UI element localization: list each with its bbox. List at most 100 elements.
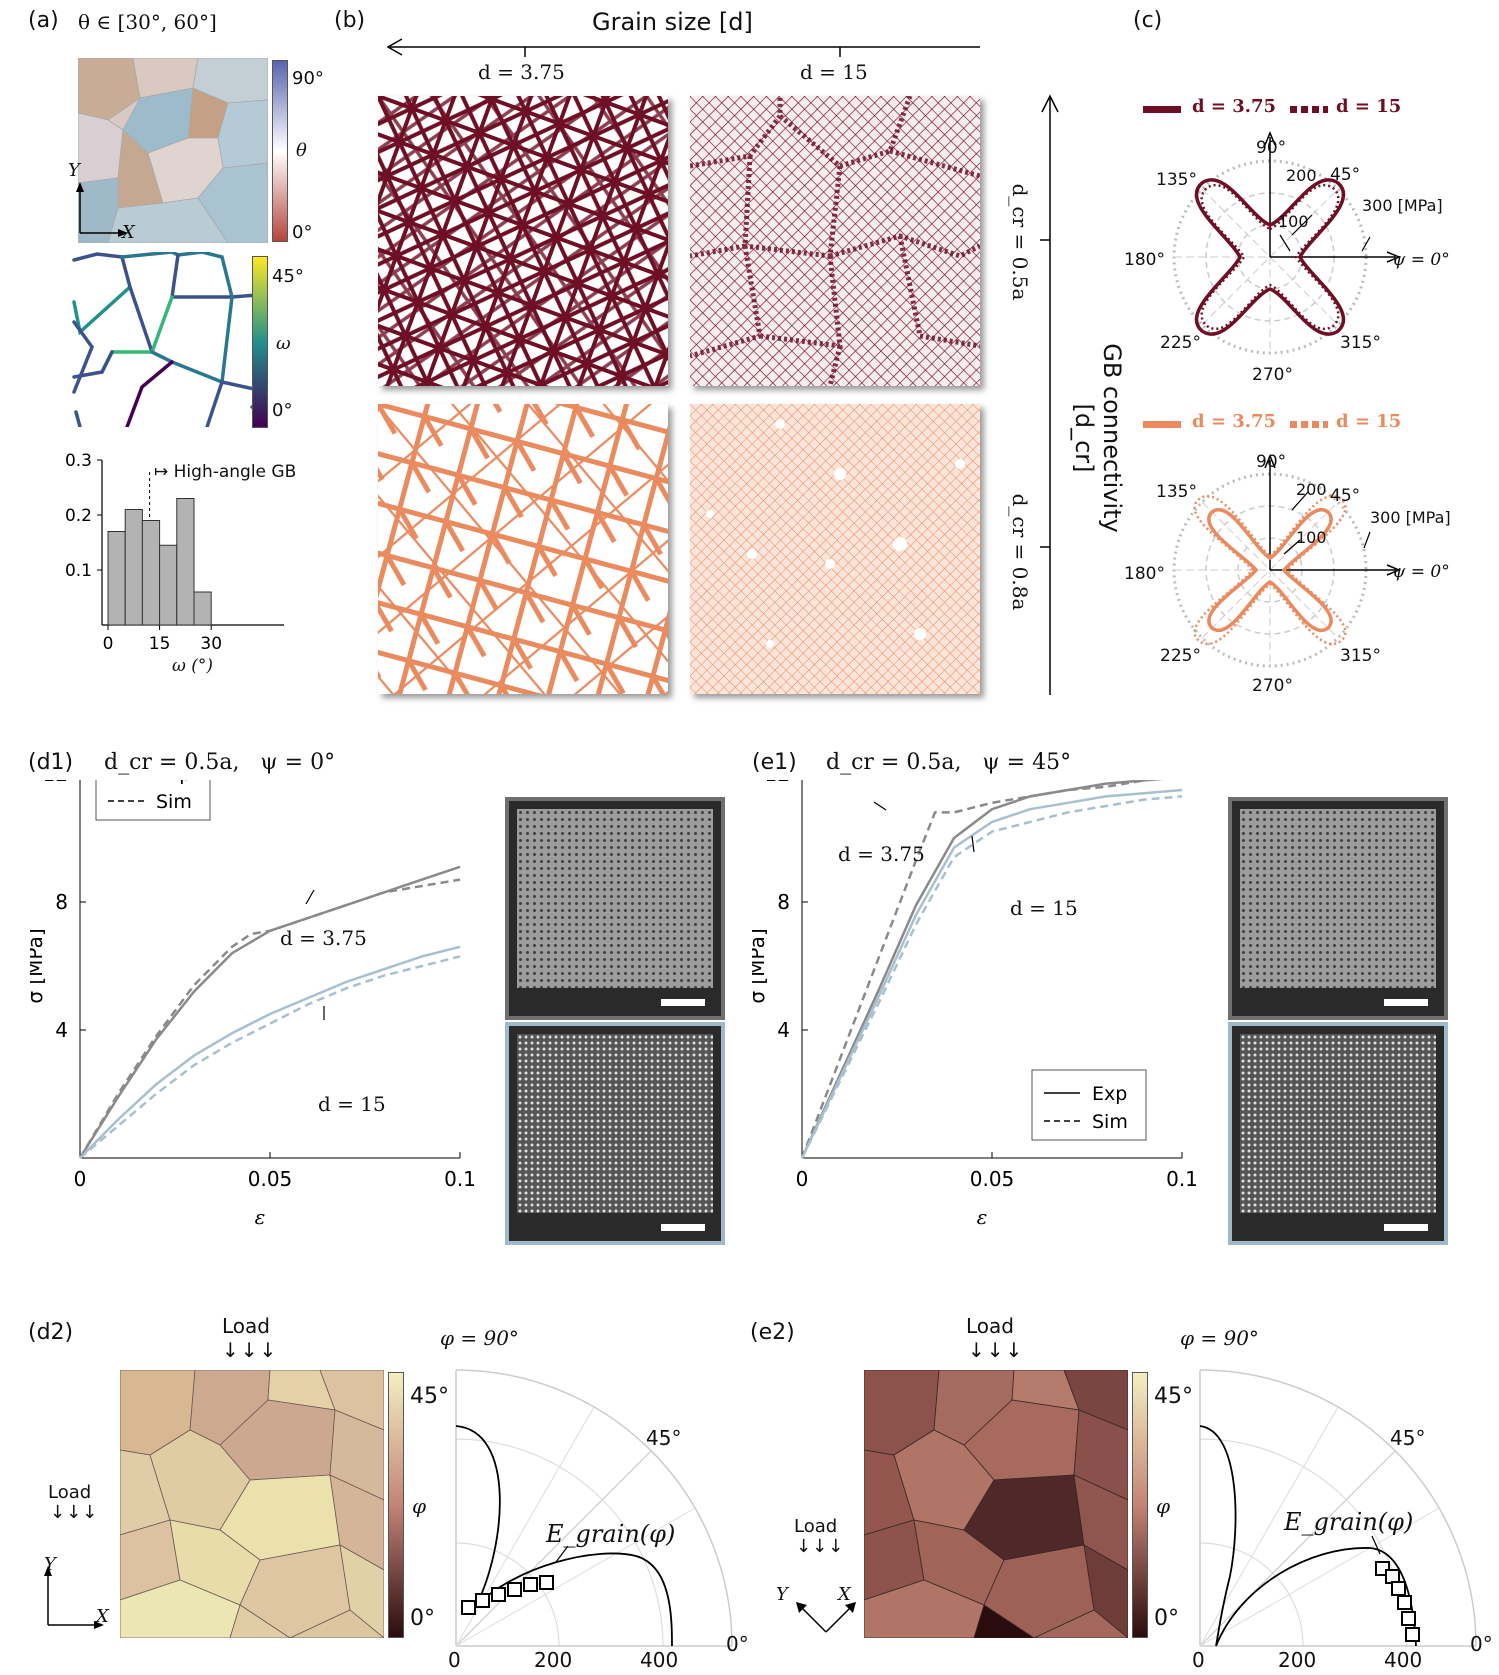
e2-colorbar bbox=[1132, 1372, 1148, 1638]
e2-polar-tick-200: 200 bbox=[1278, 1648, 1317, 1672]
lattice-light-large-grains bbox=[690, 404, 980, 694]
d2-grain-map bbox=[120, 1370, 384, 1638]
d2-polar-tick-200: 200 bbox=[534, 1648, 573, 1672]
panel-b-label: (b) bbox=[334, 8, 366, 33]
theta-range: θ ∈ [30°, 60°] bbox=[78, 10, 217, 34]
d2-polar-tick-0: 0 bbox=[448, 1648, 461, 1672]
polar-bottom-tick-300: 300 [MPa] bbox=[1370, 508, 1451, 527]
e2-load-top: Load bbox=[966, 1314, 1014, 1338]
omega-histogram: 0.1 0.2 0.3 0 15 30 bbox=[65, 451, 284, 654]
polar-top-270: 270° bbox=[1252, 365, 1293, 385]
legend-bottom-solid-label: d = 3.75 bbox=[1192, 411, 1277, 432]
d2-load-top-arrows: ↓↓↓ bbox=[222, 1338, 279, 1362]
stress-strain-chart-d1: 4 8 12 0 0.05 0.1 ε σ [MPa] Exp Sim bbox=[30, 780, 476, 1229]
e1-annot-15: d = 15 bbox=[1010, 896, 1078, 920]
row-label-08a: d_cr = 0.8a bbox=[1008, 493, 1032, 611]
polar-top-tick-200: 200 bbox=[1286, 166, 1317, 185]
e1-photo-bottom bbox=[1228, 1022, 1448, 1245]
e1-photo-top bbox=[1228, 797, 1448, 1020]
lattice-dark-large-grains bbox=[690, 96, 980, 386]
lattice-dark-small-grains bbox=[378, 96, 668, 386]
series-line bbox=[78, 878, 461, 1159]
d1-arrow-375 bbox=[305, 889, 315, 905]
polar-bottom-315: 315° bbox=[1340, 646, 1381, 666]
e1-arrow-375 bbox=[873, 801, 887, 811]
d2-load-left: Load bbox=[48, 1482, 92, 1503]
hist-bar bbox=[107, 531, 126, 626]
xy-axes-icon-e2 bbox=[796, 1602, 856, 1633]
theta-grain-map bbox=[78, 58, 268, 243]
omega-colorbar-bottom: 0° bbox=[272, 400, 293, 421]
omega-colorbar bbox=[252, 256, 268, 428]
row-label-05a: d_cr = 0.5a bbox=[1008, 183, 1032, 301]
hist-bar bbox=[159, 544, 178, 626]
hist-ytick-label: 0.1 bbox=[65, 561, 92, 581]
e2-load-top-arrows: ↓↓↓ bbox=[968, 1338, 1025, 1362]
omega-gb-network bbox=[72, 252, 268, 427]
hist-bar bbox=[176, 498, 195, 626]
d1-annot-375: d = 3.75 bbox=[280, 926, 367, 950]
stress-strain-chart-e1: 4 8 12 0 0.05 0.1 ε σ [MPa] Exp Sim bbox=[752, 780, 1198, 1229]
axis-y-a: Y bbox=[68, 160, 80, 181]
theta-colorbar-mid: θ bbox=[296, 140, 307, 161]
e1-arrow-15 bbox=[971, 835, 975, 853]
panel-c-label: (c) bbox=[1133, 8, 1163, 33]
e2-curve-label: E_grain(φ) bbox=[1284, 1508, 1414, 1536]
e2-polar-plot bbox=[1199, 1369, 1477, 1647]
polar-bottom-180: 180° bbox=[1124, 564, 1165, 584]
e2-axis-x: X bbox=[838, 1584, 851, 1605]
chart-ytick-label: 12 bbox=[43, 780, 68, 786]
d2-polar-tick-400: 400 bbox=[640, 1648, 679, 1672]
series-line bbox=[800, 788, 1183, 1159]
chart-xlabel: ε bbox=[255, 1205, 266, 1229]
d2-axis-x: X bbox=[96, 1606, 109, 1627]
theta-colorbar-bottom: 0° bbox=[292, 222, 313, 243]
e2-polar-top: φ = 90° bbox=[1180, 1326, 1259, 1350]
grain-size-tick-375: d = 3.75 bbox=[478, 60, 565, 84]
hist-xtick-label: 30 bbox=[200, 634, 222, 654]
polar-top-45: 45° bbox=[1330, 165, 1361, 185]
polar-plot-top bbox=[1172, 131, 1401, 355]
d1-title: d_cr = 0.5a, ψ = 0° bbox=[104, 750, 336, 775]
legend-sim-label: Sim bbox=[156, 791, 192, 813]
chart-ylabel: σ [MPa] bbox=[752, 928, 769, 1003]
omega-colorbar-mid: ω bbox=[276, 333, 291, 354]
d2-colorbar bbox=[388, 1372, 404, 1638]
polar-bottom-225: 225° bbox=[1160, 646, 1201, 666]
theta-colorbar-top: 90° bbox=[292, 68, 324, 89]
d2-colorbar-bottom: 0° bbox=[410, 1606, 435, 1631]
e2-colorbar-bottom: 0° bbox=[1154, 1606, 1179, 1631]
polar-bottom-90: 90° bbox=[1256, 452, 1287, 472]
chart-xtick-label: 0 bbox=[796, 1167, 809, 1191]
omega-colorbar-top: 45° bbox=[272, 266, 304, 287]
d2-polar-top: φ = 90° bbox=[440, 1326, 519, 1350]
polar-bottom-135: 135° bbox=[1156, 482, 1197, 502]
panel-e2-label: (e2) bbox=[750, 1320, 795, 1345]
hist-xtick-label: 0 bbox=[103, 634, 114, 654]
e2-polar-tick-400: 400 bbox=[1384, 1648, 1423, 1672]
legend-sim-label: Sim bbox=[1092, 1111, 1128, 1133]
legend-bottom-dotted-label: d = 15 bbox=[1336, 411, 1402, 432]
chart-xtick-label: 0.1 bbox=[444, 1167, 476, 1191]
polar-top-225: 225° bbox=[1160, 333, 1201, 353]
d2-axis-y: Y bbox=[44, 1554, 56, 1575]
polar-bottom-tick-200: 200 bbox=[1296, 480, 1327, 499]
d1-annot-15: d = 15 bbox=[318, 1092, 386, 1116]
axis-x-a: X bbox=[122, 222, 135, 243]
xy-axes-icon-a bbox=[76, 182, 128, 237]
polar-top-180: 180° bbox=[1124, 250, 1165, 270]
chart-ylabel: σ [MPa] bbox=[30, 928, 47, 1003]
d1-photo-bottom bbox=[505, 1022, 725, 1245]
d2-load-left-arrows: ↓↓↓ bbox=[50, 1502, 99, 1523]
legend-top-dotted-label: d = 15 bbox=[1336, 96, 1402, 117]
chart-xtick-label: 0.05 bbox=[248, 1167, 293, 1191]
e1-title: d_cr = 0.5a, ψ = 45° bbox=[826, 750, 1072, 775]
legend-box bbox=[1031, 1069, 1147, 1141]
hist-bar bbox=[193, 591, 212, 626]
gb-connectivity-arrow bbox=[1040, 94, 1059, 695]
polar-top-psi0: ψ = 0° bbox=[1392, 250, 1450, 270]
grain-size-arrow bbox=[386, 38, 980, 57]
d2-polar-plot bbox=[455, 1369, 733, 1647]
panel-e1-label: (e1) bbox=[752, 750, 797, 775]
chart-ytick-label: 8 bbox=[777, 890, 790, 914]
